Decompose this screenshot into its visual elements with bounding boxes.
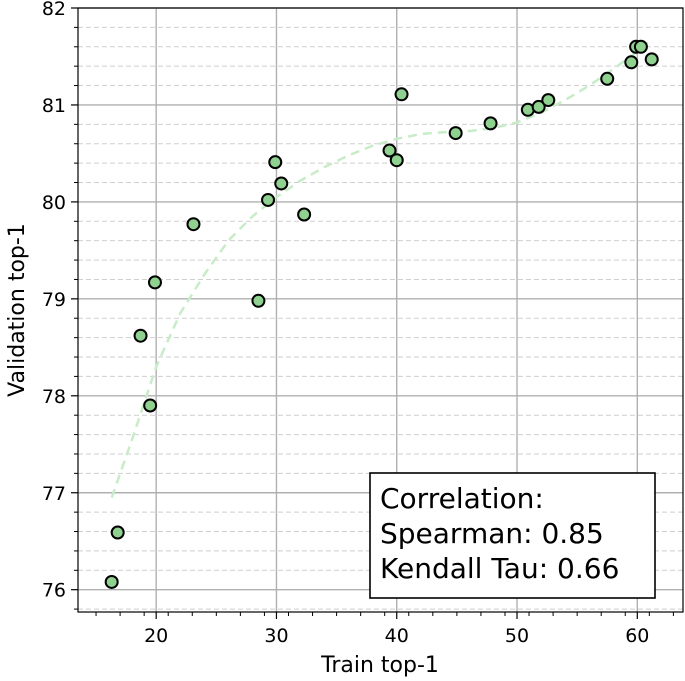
- x-tick-label: 50: [505, 625, 529, 647]
- legend-line-spearman: Spearman: 0.85: [380, 517, 604, 550]
- data-point: [268, 155, 283, 170]
- data-points: [104, 39, 659, 589]
- y-tick-label: 80: [42, 192, 66, 214]
- x-axis-label: Train top-1: [320, 653, 439, 678]
- y-tick-label: 77: [42, 483, 66, 505]
- data-point: [531, 99, 546, 114]
- data-point: [143, 398, 158, 413]
- y-tick-label: 82: [42, 0, 66, 20]
- data-point: [448, 126, 463, 141]
- data-point: [382, 143, 397, 158]
- legend-line-kendall: Kendall Tau: 0.66: [380, 552, 619, 585]
- axis-ticks: 76 77 78 79 80 81 82 20 30 40 50 60: [42, 0, 674, 647]
- data-point: [104, 574, 119, 589]
- correlation-legend: Correlation: Spearman: 0.85 Kendall Tau:…: [369, 472, 656, 599]
- trend-line: [110, 38, 653, 499]
- data-point: [110, 525, 125, 540]
- y-tick-label: 79: [42, 289, 66, 311]
- x-tick-label: 20: [144, 625, 168, 647]
- data-point: [389, 153, 404, 168]
- data-point: [394, 87, 409, 102]
- data-point: [483, 116, 498, 131]
- x-tick-label: 60: [625, 625, 649, 647]
- data-point: [297, 207, 312, 222]
- legend-line-title: Correlation:: [380, 482, 544, 515]
- data-point: [644, 52, 659, 67]
- data-point: [133, 328, 148, 343]
- x-tick-label: 30: [264, 625, 288, 647]
- data-point: [600, 71, 615, 86]
- data-point: [261, 192, 276, 207]
- legend-box: [369, 472, 656, 599]
- plot-area-frame: [77, 7, 684, 613]
- y-tick-label: 78: [42, 386, 66, 408]
- y-tick-label: 76: [42, 580, 66, 602]
- data-point: [251, 293, 266, 308]
- data-point: [147, 275, 162, 290]
- data-point: [274, 176, 289, 191]
- x-tick-label: 40: [385, 625, 409, 647]
- y-axis-label: Validation top-1: [5, 223, 30, 397]
- data-point: [624, 55, 639, 70]
- data-point: [541, 93, 556, 108]
- data-point: [633, 39, 648, 54]
- y-tick-label: 81: [42, 95, 66, 117]
- data-point: [186, 217, 201, 232]
